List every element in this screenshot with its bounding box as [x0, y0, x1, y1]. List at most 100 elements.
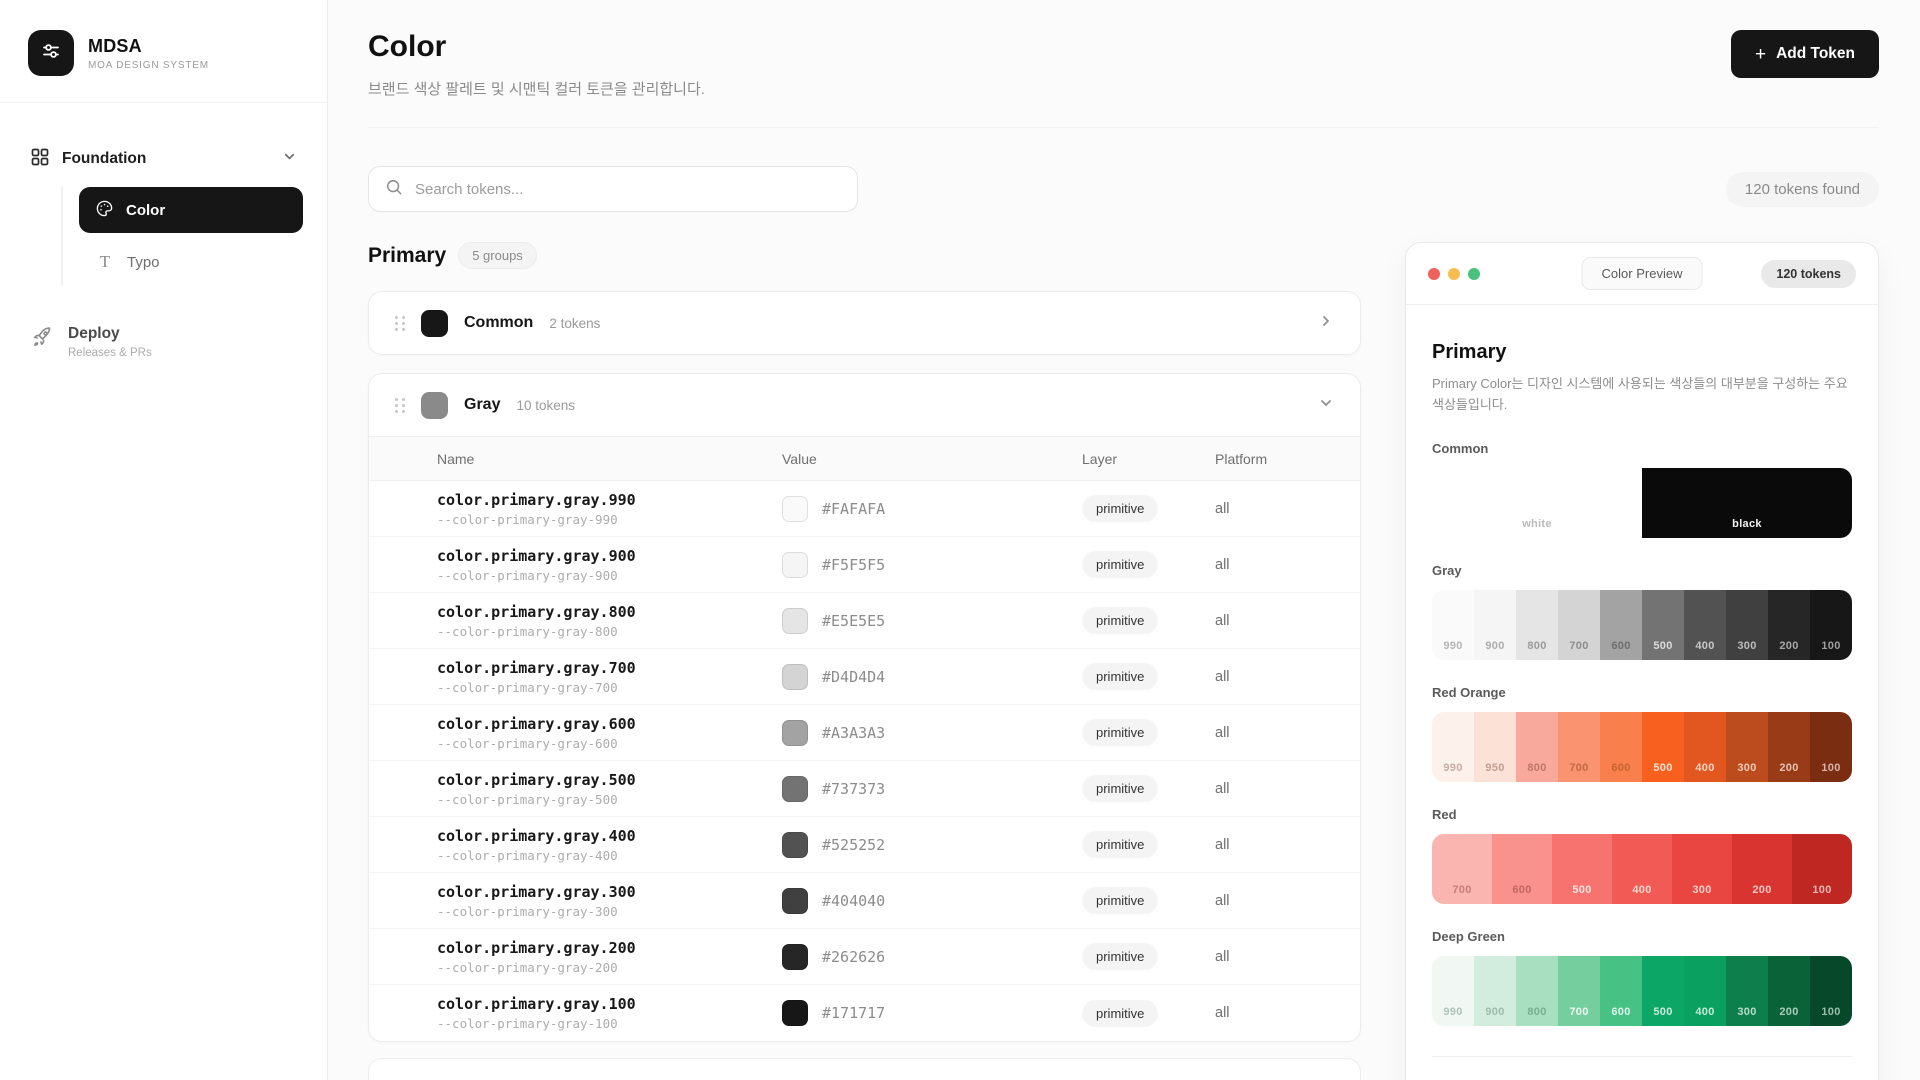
token-name: color.primary.gray.300	[437, 882, 636, 901]
sidebar-item-deploy[interactable]: Deploy Releases & PRs	[24, 291, 303, 359]
sidebar-item-foundation[interactable]: Foundation	[24, 141, 303, 177]
token-value-cell: #525252	[782, 831, 1082, 858]
ramp-cell-label: 200	[1752, 883, 1772, 896]
ramp-cell-label: 400	[1695, 761, 1715, 774]
token-css-variable: --color-primary-gray-700	[437, 679, 618, 695]
ramp-cell: 600	[1492, 833, 1552, 904]
ramp-cell-label: 950	[1485, 761, 1505, 774]
token-css-variable: --color-primary-gray-300	[437, 903, 618, 919]
panel-heading: Primary	[1432, 341, 1507, 363]
close-icon	[1428, 267, 1440, 280]
token-hex-value: #737373	[822, 779, 886, 798]
layer-badge: primitive	[1082, 607, 1159, 634]
sidebar-divider	[0, 102, 327, 103]
ramp-cell: 200	[1732, 833, 1792, 904]
column-value: Value	[782, 450, 817, 467]
ramp-cell-label: 100	[1821, 1005, 1841, 1018]
ramp-cell: 100	[1810, 589, 1852, 660]
token-name-cell: color.primary.gray.800 --color-primary-gr…	[437, 603, 782, 639]
add-token-button[interactable]: + Add Token	[1730, 30, 1879, 78]
sidebar-item-typo[interactable]: T Typo	[79, 239, 303, 285]
ramp-cell: 500	[1642, 955, 1684, 1026]
token-layer-cell: primitive	[1082, 943, 1215, 970]
palette-name: Red Orange	[1432, 684, 1506, 700]
preview-panel-header: Color Preview 120 tokens	[1406, 243, 1878, 305]
ramp-cell: 900	[1474, 955, 1516, 1026]
ramp-cell-label: 800	[1527, 639, 1547, 652]
token-value-cell: #D4D4D4	[782, 663, 1082, 690]
ramp-cell: 700	[1558, 955, 1600, 1026]
color-swatch	[782, 775, 808, 802]
token-value-cell: #A3A3A3	[782, 719, 1082, 746]
ramp-cell-label: 800	[1527, 1005, 1547, 1018]
sidebar-item-color[interactable]: Color	[79, 187, 303, 233]
ramp-cell: 300	[1726, 711, 1768, 782]
palette-section: Deep Green 990 900 800 700 600 500 400 300 200 100	[1432, 929, 1852, 1026]
ramp-cell: 800	[1516, 955, 1558, 1026]
token-name: color.primary.gray.700	[437, 658, 636, 677]
token-layer-cell: primitive	[1082, 999, 1215, 1027]
sidebar-nav: Foundation Color	[0, 103, 327, 359]
layer-badge: primitive	[1082, 943, 1159, 970]
table-row[interactable]: color.primary.gray.300 --color-primary-gr…	[369, 873, 1360, 929]
color-ramp: 990 900 800 700 600 500 400 300 200 100	[1432, 955, 1852, 1026]
ramp-cell: 200	[1768, 955, 1810, 1026]
token-name: color.primary.gray.990	[437, 490, 636, 509]
color-swatch	[782, 607, 808, 634]
layer-badge: primitive	[1082, 495, 1159, 522]
token-groups: Primary 5 groups Common 2 tokens	[368, 242, 1361, 1080]
search-input[interactable]	[415, 180, 841, 198]
drag-handle-icon[interactable]	[395, 315, 405, 331]
table-row[interactable]: color.primary.gray.700 --color-primary-gr…	[369, 649, 1360, 705]
panel-token-count-badge: 120 tokens	[1761, 259, 1856, 288]
token-name: color.primary.gray.200	[437, 938, 636, 957]
group-card-gray: Gray 10 tokens Name Value Layer Platform	[368, 373, 1361, 1042]
ramp-cell-label: 700	[1569, 761, 1589, 774]
drag-handle-icon[interactable]	[395, 397, 405, 413]
ramp-cell: 500	[1642, 711, 1684, 782]
column-name: Name	[437, 450, 475, 467]
ramp-cell-label: 600	[1611, 1005, 1631, 1018]
token-layer-cell: primitive	[1082, 607, 1215, 634]
token-name-cell: color.primary.gray.900 --color-primary-gr…	[437, 547, 782, 583]
chevron-right-icon[interactable]	[1318, 313, 1334, 334]
layer-badge: primitive	[1082, 551, 1159, 578]
token-css-variable: --color-primary-gray-200	[437, 959, 618, 975]
section-title: Primary	[368, 243, 447, 267]
ramp-cell: 100	[1792, 833, 1852, 904]
color-ramp: 990 950 800 700 600 500 400 300 200 100	[1432, 711, 1852, 782]
table-row[interactable]: color.primary.gray.800 --color-primary-gr…	[369, 593, 1360, 649]
ramp-cell-label: 400	[1695, 639, 1715, 652]
group-header-common[interactable]: Common 2 tokens	[369, 292, 1360, 354]
token-platform: all	[1215, 612, 1230, 629]
token-layer-cell: primitive	[1082, 775, 1215, 802]
column-layer: Layer	[1082, 450, 1118, 467]
group-header-gray[interactable]: Gray 10 tokens	[369, 374, 1360, 436]
deploy-subtitle: Releases & PRs	[68, 347, 152, 359]
token-css-variable: --color-primary-gray-800	[437, 623, 618, 639]
tokens-found-badge: 120 tokens found	[1725, 171, 1879, 207]
ramp-cell: 600	[1600, 589, 1642, 660]
table-row[interactable]: color.primary.gray.400 --color-primary-gr…	[369, 817, 1360, 873]
chevron-down-icon[interactable]	[282, 149, 297, 169]
chevron-down-icon[interactable]	[1318, 395, 1334, 416]
token-name-cell: color.primary.gray.700 --color-primary-gr…	[437, 659, 782, 695]
ramp-cell: 900	[1474, 589, 1516, 660]
ramp-cell-label: 300	[1737, 761, 1757, 774]
table-row[interactable]: color.primary.gray.100 --color-primary-gr…	[369, 985, 1360, 1041]
token-name: color.primary.gray.800	[437, 602, 636, 621]
table-row[interactable]: color.primary.gray.500 --color-primary-gr…	[369, 761, 1360, 817]
token-layer-cell: primitive	[1082, 663, 1215, 690]
table-row[interactable]: color.primary.gray.600 --color-primary-gr…	[369, 705, 1360, 761]
sidebar: MDSA MOA DESIGN SYSTEM Foundation	[0, 0, 328, 1080]
header-divider	[368, 127, 1879, 128]
search-box[interactable]	[368, 166, 858, 212]
table-row[interactable]: color.primary.gray.200 --color-primary-gr…	[369, 929, 1360, 985]
color-preview-button[interactable]: Color Preview	[1581, 257, 1703, 290]
table-row[interactable]: color.primary.gray.900 --color-primary-gr…	[369, 537, 1360, 593]
color-swatch	[782, 719, 808, 746]
group-swatch	[421, 309, 448, 337]
ramp-cell-label: white	[1522, 517, 1552, 530]
table-row[interactable]: color.primary.gray.990 --color-primary-gr…	[369, 481, 1360, 537]
color-swatch	[782, 831, 808, 858]
